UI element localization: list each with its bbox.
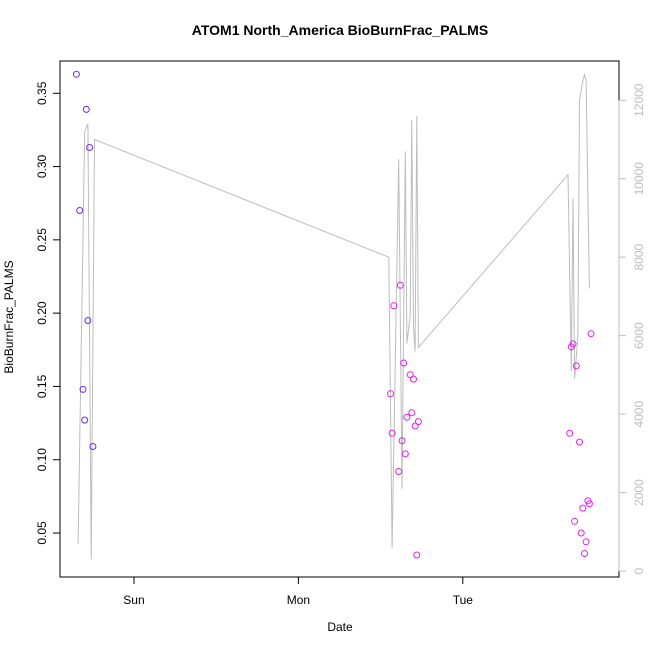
y-tick-label: 0.25 [35,228,49,252]
data-point-18 [408,409,416,417]
chart-title: ATOM1 North_America BioBurnFrac_PALMS [192,22,488,38]
data-point-8 [387,390,394,398]
data-point-5 [84,317,92,324]
data-point-0 [72,70,80,78]
y-tick-label: 0.35 [35,81,49,105]
data-point-16 [403,413,411,421]
data-point-15 [401,450,409,458]
data-point-9 [388,429,396,437]
y2-tick-label: 2000 [632,479,646,506]
data-point-17 [406,371,414,379]
y2-tick-label: 12000 [632,83,646,117]
data-point-2 [79,385,87,393]
data-point-25 [569,340,577,348]
y-tick-label: 0.15 [35,374,49,398]
y-axis-label: BioBurnFrac_PALMS [2,260,16,373]
y2-tick-label: 0 [632,567,646,574]
data-point-20 [411,422,419,430]
data-point-32 [582,538,590,546]
y2-axis: 0 2000 4000 6000 8000 10000 12000 [618,83,646,574]
data-point-23 [566,429,574,437]
data-point-4 [82,105,90,113]
data-point-30 [579,504,587,512]
y2-tick-label: 10000 [632,162,646,196]
x-axis: Sun Mon Tue [123,576,474,607]
x-axis-label: Date [327,620,353,634]
data-point-10 [390,302,398,310]
y-tick-label: 0.30 [35,154,49,178]
x-tick-label: Sun [123,593,144,607]
data-point-3 [81,416,89,424]
data-point-22 [414,418,422,426]
data-point-35 [587,330,595,338]
x-tick-label: Tue [453,593,474,607]
data-point-21 [413,551,421,559]
data-point-28 [576,438,583,446]
line-series-0 [77,72,590,560]
data-point-7 [89,443,97,450]
data-point-6 [86,144,94,151]
y-axis: 0.05 0.10 0.15 0.20 0.25 0.30 0.35 [35,81,61,545]
y-tick-label: 0.05 [35,521,49,545]
plot-frame [59,60,620,578]
data-point-13 [398,437,406,445]
data-point-11 [395,468,403,475]
data-point-27 [572,362,580,370]
y-tick-label: 0.20 [35,301,49,325]
data-point-29 [577,529,585,537]
data-point-12 [396,281,404,289]
data-point-19 [410,375,417,383]
data-point-26 [571,517,579,525]
data-point-1 [76,207,84,214]
y2-tick-label: 6000 [632,322,646,349]
data-point-31 [581,550,588,557]
line-series [77,72,590,560]
y2-tick-label: 8000 [632,244,646,271]
y2-tick-label: 4000 [632,401,646,428]
data-point-34 [585,500,593,508]
point-series [72,70,595,559]
data-point-14 [400,359,408,367]
y-tick-label: 0.10 [35,448,49,472]
x-tick-label: Mon [287,593,310,607]
